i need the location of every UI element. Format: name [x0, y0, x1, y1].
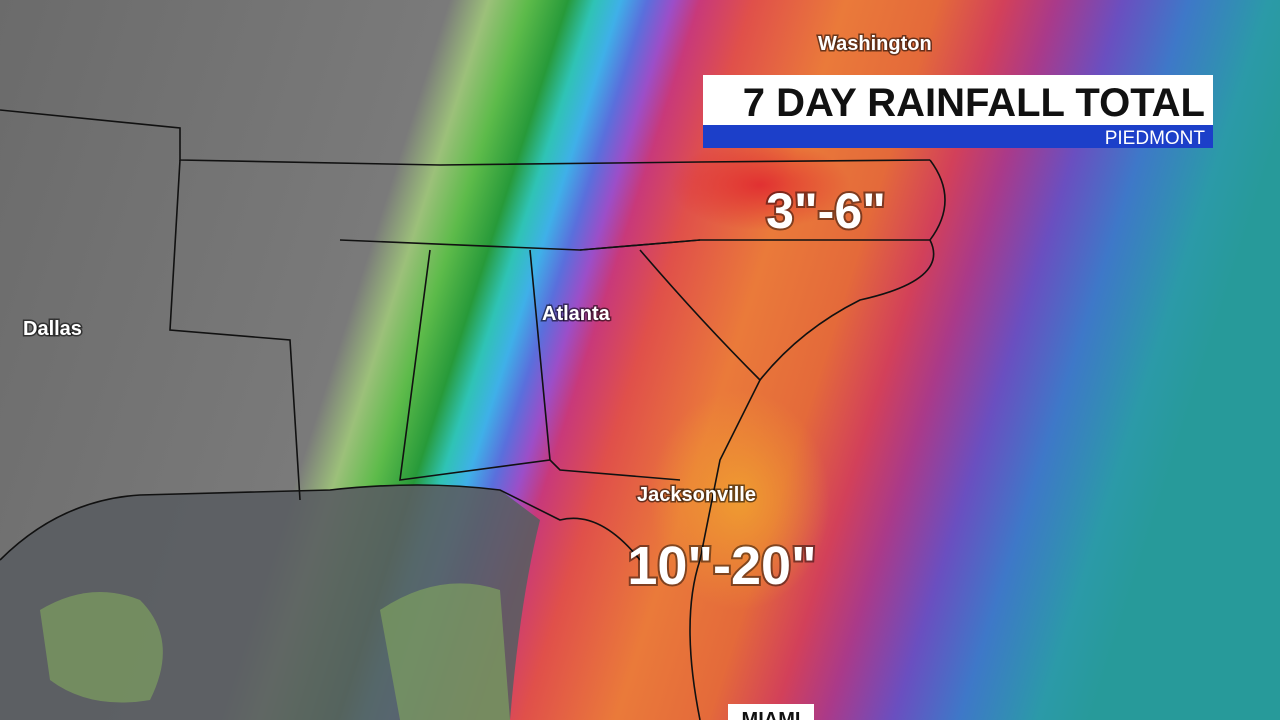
city-label: Jacksonville — [637, 484, 756, 506]
subtitle-bar — [703, 125, 1213, 148]
rainfall-amount: 3"-6" — [766, 183, 886, 239]
miami-label-box — [728, 704, 814, 720]
city-label: MIAMI — [742, 709, 801, 720]
state-borders — [0, 109, 946, 720]
city-labels: Washington Atlanta Dallas Jacksonville — [22, 32, 934, 508]
city-label: Dallas — [23, 318, 82, 340]
gulf-rain — [380, 583, 510, 720]
title-banner: 7 DAY RAINFALL TOTAL PIEDMONT — [703, 75, 1213, 149]
city-label: Washington — [818, 33, 932, 55]
subtitle: PIEDMONT — [1105, 128, 1206, 149]
rainfall-amount: 10"-20" — [627, 536, 816, 596]
yucatan-rain — [40, 592, 163, 703]
city-label: Atlanta — [542, 303, 611, 325]
title: 7 DAY RAINFALL TOTAL — [743, 81, 1205, 125]
heavy-rain-area — [650, 390, 830, 610]
title-box — [703, 75, 1213, 125]
